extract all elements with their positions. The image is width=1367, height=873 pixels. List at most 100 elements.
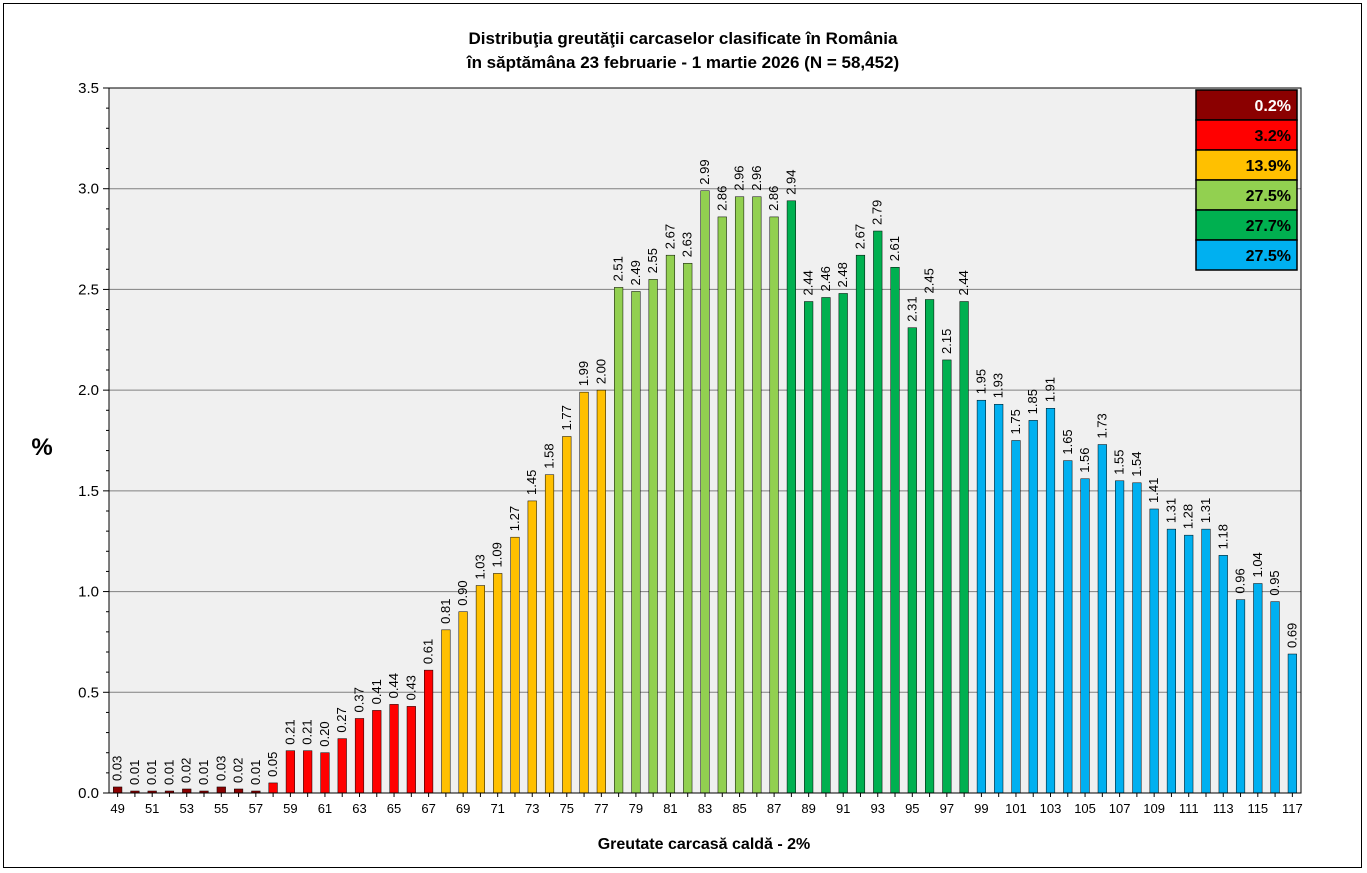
legend-swatch [1195, 179, 1298, 211]
y-tick-label: 0.0 [78, 785, 99, 802]
data-label-93: 2.79 [870, 200, 885, 225]
x-tick-label-81: 81 [663, 801, 677, 816]
bar-73 [527, 500, 537, 794]
x-axis-label: Greutate carcasă caldă - 2% [598, 836, 811, 853]
x-tick-label-53: 53 [180, 801, 194, 816]
bar-80 [648, 279, 658, 794]
bar-91 [838, 293, 848, 794]
x-tick-label-89: 89 [801, 801, 815, 816]
bar-103 [1045, 408, 1056, 794]
data-label-92: 2.67 [852, 224, 867, 249]
y-tick-label: 1.0 [78, 584, 99, 601]
data-label-106: 1.73 [1094, 413, 1109, 438]
bar-87 [769, 216, 779, 794]
data-label-110: 1.31 [1163, 498, 1178, 523]
bar-108 [1132, 482, 1142, 794]
data-label-100: 1.93 [991, 373, 1006, 398]
data-label-117: 0.69 [1284, 623, 1299, 648]
x-tick-label-105: 105 [1074, 801, 1096, 816]
data-label-112: 1.31 [1198, 498, 1213, 523]
data-label-101: 1.75 [1008, 409, 1023, 434]
bar-83 [700, 190, 710, 794]
x-tick-label-51: 51 [145, 801, 159, 816]
chart-subtitle: în săptămâna 23 februarie - 1 martie 202… [466, 53, 899, 72]
data-label-65: 0.44 [386, 673, 401, 698]
data-label-50: 0.01 [127, 760, 142, 785]
bar-76 [579, 391, 589, 794]
data-label-71: 1.09 [490, 542, 505, 567]
bar-63 [354, 718, 365, 794]
x-tick-label-71: 71 [490, 801, 504, 816]
bar-79 [631, 291, 641, 794]
data-label-98: 2.44 [956, 270, 971, 295]
data-label-75: 1.77 [559, 405, 574, 430]
bar-82 [683, 262, 693, 794]
data-label-74: 1.58 [542, 443, 557, 468]
data-label-57: 0.01 [248, 760, 263, 785]
x-tick-label-73: 73 [525, 801, 539, 816]
bar-107 [1115, 480, 1125, 794]
x-tick-label-103: 103 [1040, 801, 1062, 816]
data-label-96: 2.45 [922, 268, 937, 293]
bar-59 [285, 750, 295, 794]
data-label-70: 1.03 [472, 554, 487, 579]
data-label-73: 1.45 [524, 470, 539, 495]
bar-74 [544, 474, 555, 794]
data-label-66: 0.43 [403, 675, 418, 700]
data-label-83: 2.99 [697, 159, 712, 184]
bar-84 [717, 216, 727, 794]
bar-55 [216, 786, 226, 794]
x-tick-label-115: 115 [1247, 801, 1268, 816]
x-tick-label-57: 57 [249, 801, 263, 816]
x-tick-label-111: 111 [1179, 801, 1199, 816]
y-tick-label: 3.0 [78, 181, 99, 198]
data-label-80: 2.55 [645, 248, 660, 273]
bar-56 [233, 788, 244, 794]
x-tick-label-77: 77 [594, 801, 608, 816]
bar-49 [113, 786, 123, 794]
bar-100 [994, 403, 1004, 794]
bar-104 [1063, 460, 1073, 794]
bar-98 [959, 301, 969, 794]
data-label-108: 1.54 [1129, 451, 1144, 476]
x-tick-label-107: 107 [1109, 801, 1131, 816]
bar-95 [907, 327, 917, 794]
x-tick-label-95: 95 [905, 801, 919, 816]
data-label-82: 2.63 [680, 232, 695, 257]
x-tick-label-97: 97 [940, 801, 954, 816]
bar-113 [1218, 555, 1228, 794]
bar-60 [303, 750, 313, 794]
bar-94 [890, 267, 900, 794]
bar-101 [1011, 440, 1021, 794]
bar-114 [1235, 599, 1246, 794]
bar-116 [1270, 601, 1280, 794]
data-label-94: 2.61 [887, 236, 902, 261]
x-tick-label-75: 75 [560, 801, 574, 816]
data-label-86: 2.96 [749, 165, 764, 190]
bar-53 [182, 788, 192, 794]
x-tick-label-67: 67 [421, 801, 435, 816]
data-label-89: 2.44 [801, 270, 816, 295]
y-axis-label: % [31, 434, 52, 461]
bar-61 [320, 752, 330, 794]
x-tick-label-49: 49 [110, 801, 124, 816]
legend: 0.2% 3.2% 13.9% 27.5% 27.7% 27.5% [1195, 89, 1298, 271]
data-label-87: 2.86 [766, 186, 781, 211]
plot-border [108, 87, 1302, 794]
data-label-109: 1.41 [1146, 478, 1161, 503]
bar-69 [458, 611, 468, 794]
data-label-52: 0.01 [161, 760, 176, 785]
data-label-58: 0.05 [265, 752, 280, 777]
data-label-79: 2.49 [628, 260, 643, 285]
bar-102 [1028, 420, 1038, 794]
bar-70 [475, 585, 485, 794]
legend-entry: 13.9% [1246, 158, 1291, 175]
data-label-104: 1.65 [1060, 429, 1075, 454]
data-label-56: 0.02 [231, 758, 246, 783]
data-label-103: 1.91 [1043, 377, 1058, 402]
data-label-49: 0.03 [110, 756, 125, 781]
x-tick-label-99: 99 [974, 801, 988, 816]
bar-96 [925, 299, 935, 794]
y-tick-label: 0.5 [78, 684, 99, 701]
data-label-54: 0.01 [196, 760, 211, 785]
